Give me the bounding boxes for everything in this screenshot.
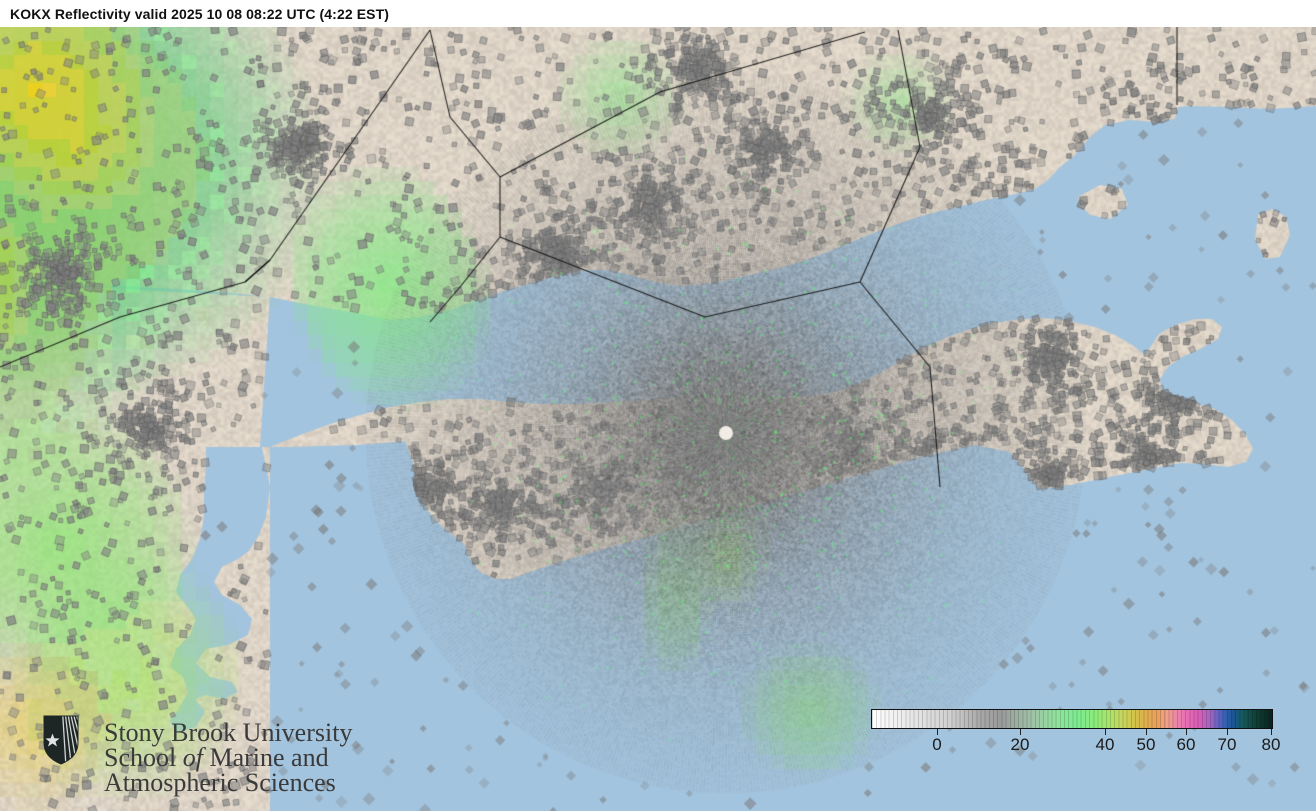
svg-text:Atmospheric Sciences: Atmospheric Sciences [104, 768, 336, 797]
